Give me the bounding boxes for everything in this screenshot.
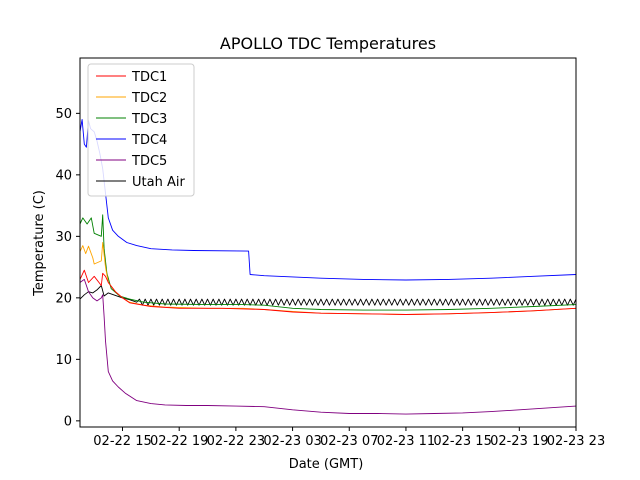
y-tick-label: 0 bbox=[64, 414, 72, 429]
plot-frame bbox=[79, 57, 577, 428]
series-line-tdc5 bbox=[79, 278, 577, 415]
legend-label: TDC4 bbox=[131, 133, 167, 148]
chart-title: APOLLO TDC Temperatures bbox=[220, 34, 436, 53]
x-tick-label: 02-23 03 bbox=[263, 434, 321, 449]
x-tick-label: 02-22 23 bbox=[207, 434, 265, 449]
legend: TDC1 TDC2 TDC3 TDC4 TDC5 Utah Air bbox=[87, 63, 195, 197]
x-tick-label: 02-23 07 bbox=[320, 434, 378, 449]
x-tick-label: 02-22 19 bbox=[150, 434, 208, 449]
y-tick-label: 30 bbox=[55, 230, 72, 245]
legend-label: TDC5 bbox=[131, 154, 167, 169]
x-tick-label: 02-23 23 bbox=[547, 434, 605, 449]
series-line-tdc1 bbox=[79, 269, 577, 315]
y-axis: 0 10 20 30 40 50 bbox=[55, 107, 80, 429]
series-line-utah-air bbox=[79, 285, 577, 306]
x-tick-label: 02-22 15 bbox=[93, 434, 151, 449]
x-tick-label: 02-23 11 bbox=[377, 434, 435, 449]
series-line-tdc3 bbox=[79, 214, 577, 311]
y-tick-label: 10 bbox=[55, 353, 72, 368]
y-tick-label: 40 bbox=[55, 168, 72, 183]
y-tick-label: 50 bbox=[55, 107, 72, 122]
legend-label: TDC2 bbox=[131, 91, 167, 106]
x-tick-label: 02-23 15 bbox=[433, 434, 491, 449]
x-tick-label: 02-23 19 bbox=[490, 434, 548, 449]
legend-label: TDC1 bbox=[131, 70, 167, 85]
y-tick-label: 20 bbox=[55, 291, 72, 306]
x-axis-label: Date (GMT) bbox=[289, 457, 364, 472]
y-axis-label: Temperature (C) bbox=[32, 190, 47, 297]
legend-label: TDC3 bbox=[131, 112, 167, 127]
legend-label: Utah Air bbox=[132, 175, 185, 190]
